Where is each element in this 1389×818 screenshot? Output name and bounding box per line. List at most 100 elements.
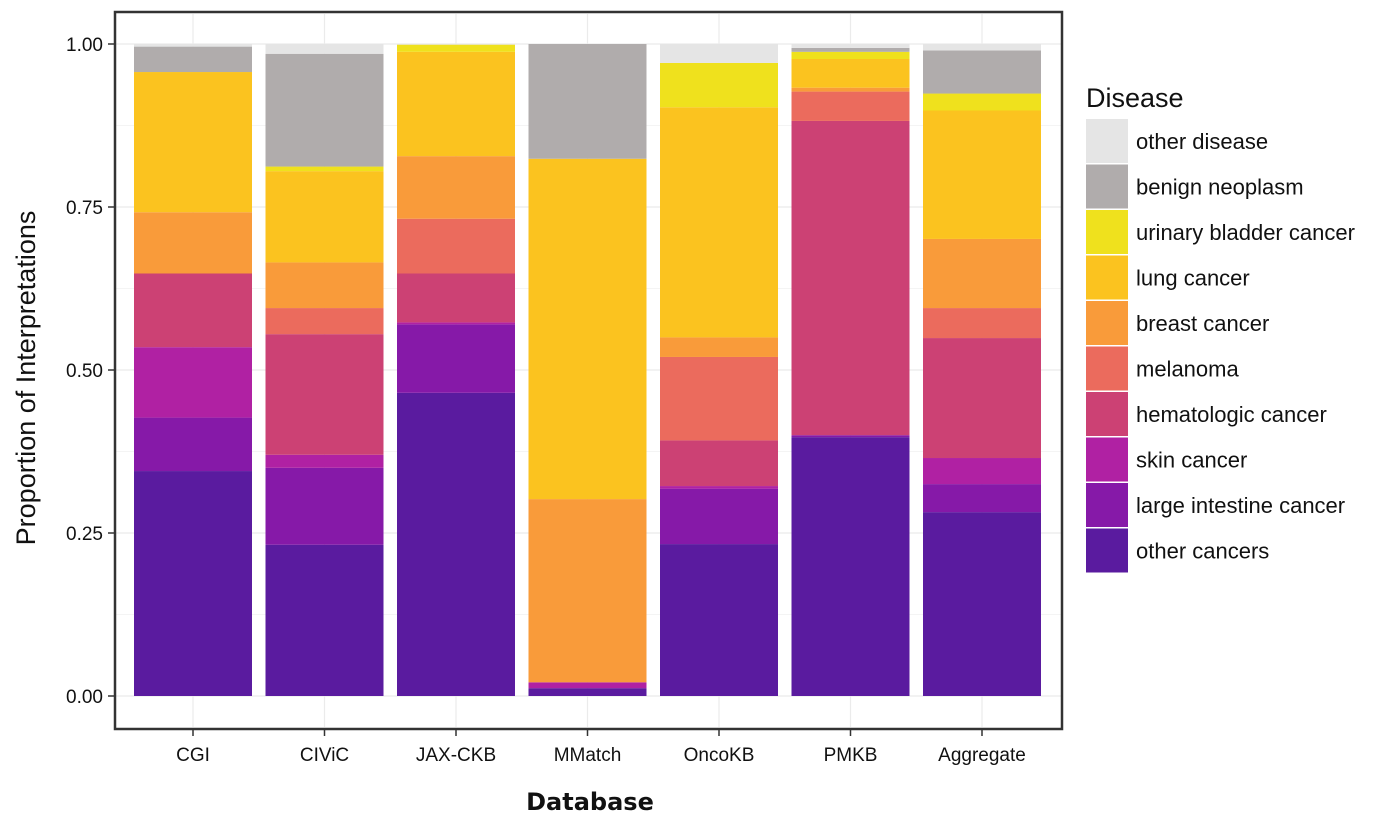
bar-segment: [923, 44, 1041, 51]
x-tick-label: OncoKB: [684, 745, 755, 766]
bars: [134, 44, 1041, 696]
bar-segment: [923, 458, 1041, 485]
legend-label: urinary bladder cancer: [1136, 220, 1355, 245]
bar-segment: [265, 544, 384, 696]
bar-segment: [397, 44, 515, 52]
bar-segment: [134, 417, 252, 472]
bar-segment: [791, 120, 910, 436]
bar-segment: [134, 471, 252, 696]
bar-segment: [660, 337, 778, 357]
legend-swatch: [1086, 346, 1128, 391]
y-tick-label: 0.50: [66, 361, 103, 382]
bar-segment: [397, 51, 515, 157]
x-tick-label: PMKB: [824, 745, 878, 766]
y-tick-label: 1.00: [66, 35, 103, 56]
legend: Disease other disease benign neoplasm urin…: [1086, 83, 1355, 573]
bar-segment: [397, 218, 515, 274]
bar-segment: [528, 682, 647, 689]
bar-segment: [791, 87, 910, 92]
bar-segment: [791, 51, 910, 59]
bar-segment: [660, 488, 778, 545]
bar-segment: [134, 44, 252, 47]
legend-swatch: [1086, 255, 1128, 300]
bar-segment: [397, 44, 515, 45]
bar-segment: [528, 158, 647, 500]
bar-segment: [134, 46, 252, 73]
bar-segment: [265, 262, 384, 309]
legend-label: breast cancer: [1136, 311, 1269, 336]
x-tick-label: Aggregate: [938, 745, 1026, 766]
x-tick-label: CGI: [176, 745, 210, 766]
legend-swatch: [1086, 164, 1128, 209]
x-tick-label: JAX-CKB: [416, 745, 496, 766]
legend-label: large intestine cancer: [1136, 493, 1345, 518]
bar-segment: [923, 110, 1041, 239]
legend-swatch: [1086, 483, 1128, 527]
bar-segment: [265, 467, 384, 545]
bar-segment: [660, 440, 778, 487]
bar-segment: [265, 308, 384, 335]
bar-segment: [791, 44, 910, 48]
bar-segment: [791, 58, 910, 88]
legend-label: other cancers: [1136, 539, 1269, 564]
legend-label: other disease: [1136, 129, 1268, 154]
bar-segment: [923, 238, 1041, 309]
legend-label: melanoma: [1136, 357, 1239, 382]
bar-segment: [397, 392, 515, 696]
legend-swatch: [1086, 119, 1128, 163]
x-axis: CGI CIViC JAX-CKB MMatch OncoKB PMKB Aggregate: [176, 729, 1026, 766]
bar-segment: [660, 486, 778, 489]
bar-segment: [528, 688, 647, 696]
legend-swatch: [1086, 528, 1128, 573]
y-axis: 0.00 0.25 0.50 0.75 1.00: [66, 35, 115, 708]
y-tick-label: 0.00: [66, 687, 103, 708]
legend-swatch: [1086, 210, 1128, 254]
bar-segment: [134, 347, 252, 418]
legend-swatch: [1086, 301, 1128, 345]
bar-segment: [397, 324, 515, 393]
bar-segment: [265, 334, 384, 455]
bar-segment: [528, 44, 647, 159]
bar-segment: [660, 544, 778, 696]
bar-segment: [923, 93, 1041, 111]
bar-segment: [134, 72, 252, 213]
bar-segment: [923, 512, 1041, 696]
bar-segment: [660, 44, 778, 63]
legend-label: hematologic cancer: [1136, 402, 1327, 427]
y-tick-label: 0.75: [66, 198, 103, 219]
bar-segment: [923, 308, 1041, 339]
bar-segment: [397, 273, 515, 323]
legend-label: lung cancer: [1136, 266, 1250, 291]
bar-segment: [528, 499, 647, 683]
x-tick-label: CIViC: [300, 745, 349, 766]
bar-segment: [265, 171, 384, 263]
bar-segment: [265, 44, 384, 54]
bar-segment: [923, 50, 1041, 94]
legend-title: Disease: [1086, 83, 1184, 113]
bar-segment: [660, 107, 778, 338]
bar-segment: [791, 437, 910, 696]
legend-label: skin cancer: [1136, 448, 1247, 473]
y-tick-label: 0.25: [66, 524, 103, 545]
bar-segment: [660, 62, 778, 108]
bar-segment: [134, 212, 252, 274]
bar-segment: [791, 47, 910, 52]
bar-segment: [923, 484, 1041, 513]
x-axis-title: Database: [526, 788, 654, 816]
bar-segment: [923, 338, 1041, 459]
bar-segment: [134, 273, 252, 348]
legend-swatch: [1086, 437, 1128, 482]
x-tick-label: MMatch: [554, 745, 622, 766]
bar-segment: [791, 91, 910, 121]
bar-segment: [265, 166, 384, 172]
bar-segment: [397, 322, 515, 325]
legend-label: benign neoplasm: [1136, 175, 1304, 200]
legend-swatch: [1086, 392, 1128, 436]
bar-segment: [265, 454, 384, 468]
bar-segment: [265, 53, 384, 167]
y-axis-title: Proportion of Interpretations: [11, 211, 41, 546]
bar-segment: [660, 356, 778, 441]
bar-segment: [397, 156, 515, 219]
bar-segment: [791, 435, 910, 438]
